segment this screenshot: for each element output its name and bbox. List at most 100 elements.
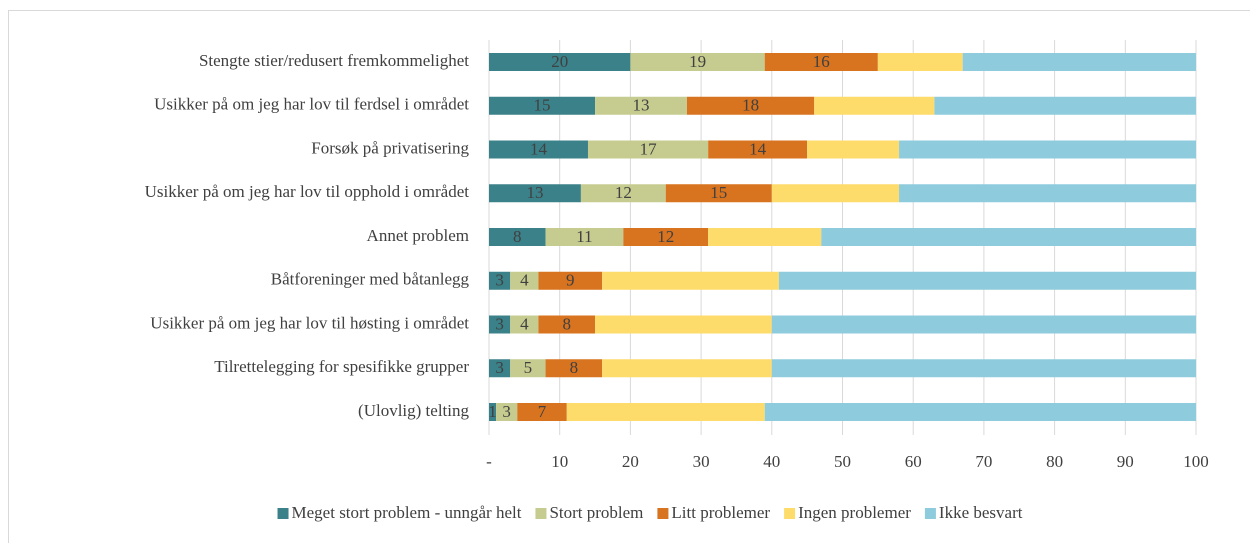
bar-segment	[510, 359, 546, 378]
data-label: 20	[551, 52, 568, 71]
bar-segment	[708, 140, 808, 159]
data-label: 3	[502, 402, 511, 421]
bar-segment	[538, 271, 603, 290]
y-tick-label: (Ulovlig) telting	[358, 401, 469, 420]
bar-segment	[510, 315, 539, 334]
data-label: 12	[657, 227, 674, 246]
legend-label: Stort problem	[549, 503, 643, 522]
data-label: 7	[538, 402, 547, 421]
data-label: 4	[520, 314, 529, 333]
bar-segment	[665, 184, 772, 203]
data-label: 5	[524, 358, 533, 377]
bar-segment	[899, 184, 1196, 203]
data-label: 14	[749, 139, 767, 158]
bar-segment	[566, 403, 765, 421]
data-label: 8	[563, 314, 572, 333]
bar-segment	[602, 271, 779, 290]
bar-segment	[934, 96, 1196, 115]
bar-segment	[899, 140, 1196, 159]
bar-segment	[489, 315, 511, 334]
legend-label: Litt problemer	[671, 503, 770, 522]
legend-marker	[924, 508, 936, 519]
legend-label: Ingen problemer	[798, 503, 911, 522]
x-tick-label: 80	[1046, 452, 1063, 471]
y-tick-label: Usikker på om jeg har lov til ferdsel i …	[154, 95, 469, 114]
bar-segment	[595, 315, 772, 334]
x-tick-label: 50	[834, 452, 851, 471]
bar-segment	[489, 271, 511, 290]
data-label: 3	[495, 314, 504, 333]
bar-segment	[771, 315, 1196, 334]
bar-segment	[545, 359, 603, 378]
bar-segment	[764, 53, 878, 71]
y-tick-label: Annet problem	[367, 226, 469, 245]
data-label: 8	[513, 227, 522, 246]
data-label: 13	[633, 96, 650, 115]
data-label: 14	[530, 139, 548, 158]
x-tick-label: 20	[622, 452, 639, 471]
legend-marker	[784, 508, 796, 519]
legend-marker	[277, 508, 289, 519]
bar-segment	[510, 271, 539, 290]
bar-segment	[771, 184, 900, 203]
data-label: 4	[520, 271, 529, 290]
data-label: 19	[689, 52, 706, 71]
data-label: 12	[615, 183, 632, 202]
bar-segment	[877, 53, 963, 71]
legend-label: Meget stort problem - unngår helt	[292, 503, 522, 522]
bar-segment	[489, 53, 631, 71]
bar-segment	[489, 184, 581, 203]
bar-segment	[778, 271, 1196, 290]
data-label: 3	[495, 271, 504, 290]
bar-segment	[764, 403, 1196, 421]
bar-segment	[587, 140, 709, 159]
bar-segment	[538, 315, 596, 334]
legend-label: Ikke besvart	[939, 503, 1023, 522]
data-label: 18	[742, 96, 759, 115]
bar-segment	[580, 184, 666, 203]
bar-segment	[686, 96, 815, 115]
bar-segment	[814, 96, 935, 115]
x-tick-label: 70	[975, 452, 992, 471]
legend-marker	[535, 508, 547, 519]
bar-segment	[489, 96, 596, 115]
bar-segment	[489, 359, 511, 378]
data-label: 11	[576, 227, 592, 246]
y-tick-label: Båtforeninger med båtanlegg	[271, 270, 470, 289]
bar-segment	[771, 359, 1196, 378]
data-label: 3	[495, 358, 504, 377]
data-label: 16	[813, 52, 830, 71]
data-label: 15	[534, 96, 551, 115]
bar-segment	[630, 53, 765, 71]
bar-segment	[489, 403, 497, 421]
bar-segment	[962, 53, 1196, 71]
data-label: 15	[710, 183, 727, 202]
x-tick-label: 40	[763, 452, 780, 471]
y-tick-label: Usikker på om jeg har lov til høsting i …	[150, 313, 469, 332]
bar-segment	[595, 96, 687, 115]
x-tick-label: 10	[551, 452, 568, 471]
legend-marker	[657, 508, 669, 519]
y-tick-label: Tilrettelegging for spesifikke grupper	[214, 357, 469, 376]
y-tick-label: Forsøk på privatisering	[311, 138, 469, 157]
bar-segment	[545, 228, 624, 246]
y-tick-label: Stengte stier/redusert fremkommelighet	[199, 51, 469, 70]
bar-segment	[602, 359, 772, 378]
bar-segment	[517, 403, 567, 421]
bar-segment	[489, 140, 588, 159]
x-tick-label: -	[486, 452, 492, 471]
data-label: 13	[526, 183, 543, 202]
bar-segment	[623, 228, 709, 246]
bar-segment	[708, 228, 822, 246]
chart-border	[8, 10, 1250, 543]
data-label: 9	[566, 271, 575, 290]
bar-segment	[807, 140, 900, 159]
data-label: 8	[570, 358, 579, 377]
data-label: 1	[488, 402, 497, 421]
y-tick-label: Usikker på om jeg har lov til opphold i …	[145, 182, 470, 201]
x-tick-label: 60	[905, 452, 922, 471]
bar-segment	[821, 228, 1196, 246]
x-tick-label: 30	[693, 452, 710, 471]
x-tick-label: 100	[1183, 452, 1209, 471]
